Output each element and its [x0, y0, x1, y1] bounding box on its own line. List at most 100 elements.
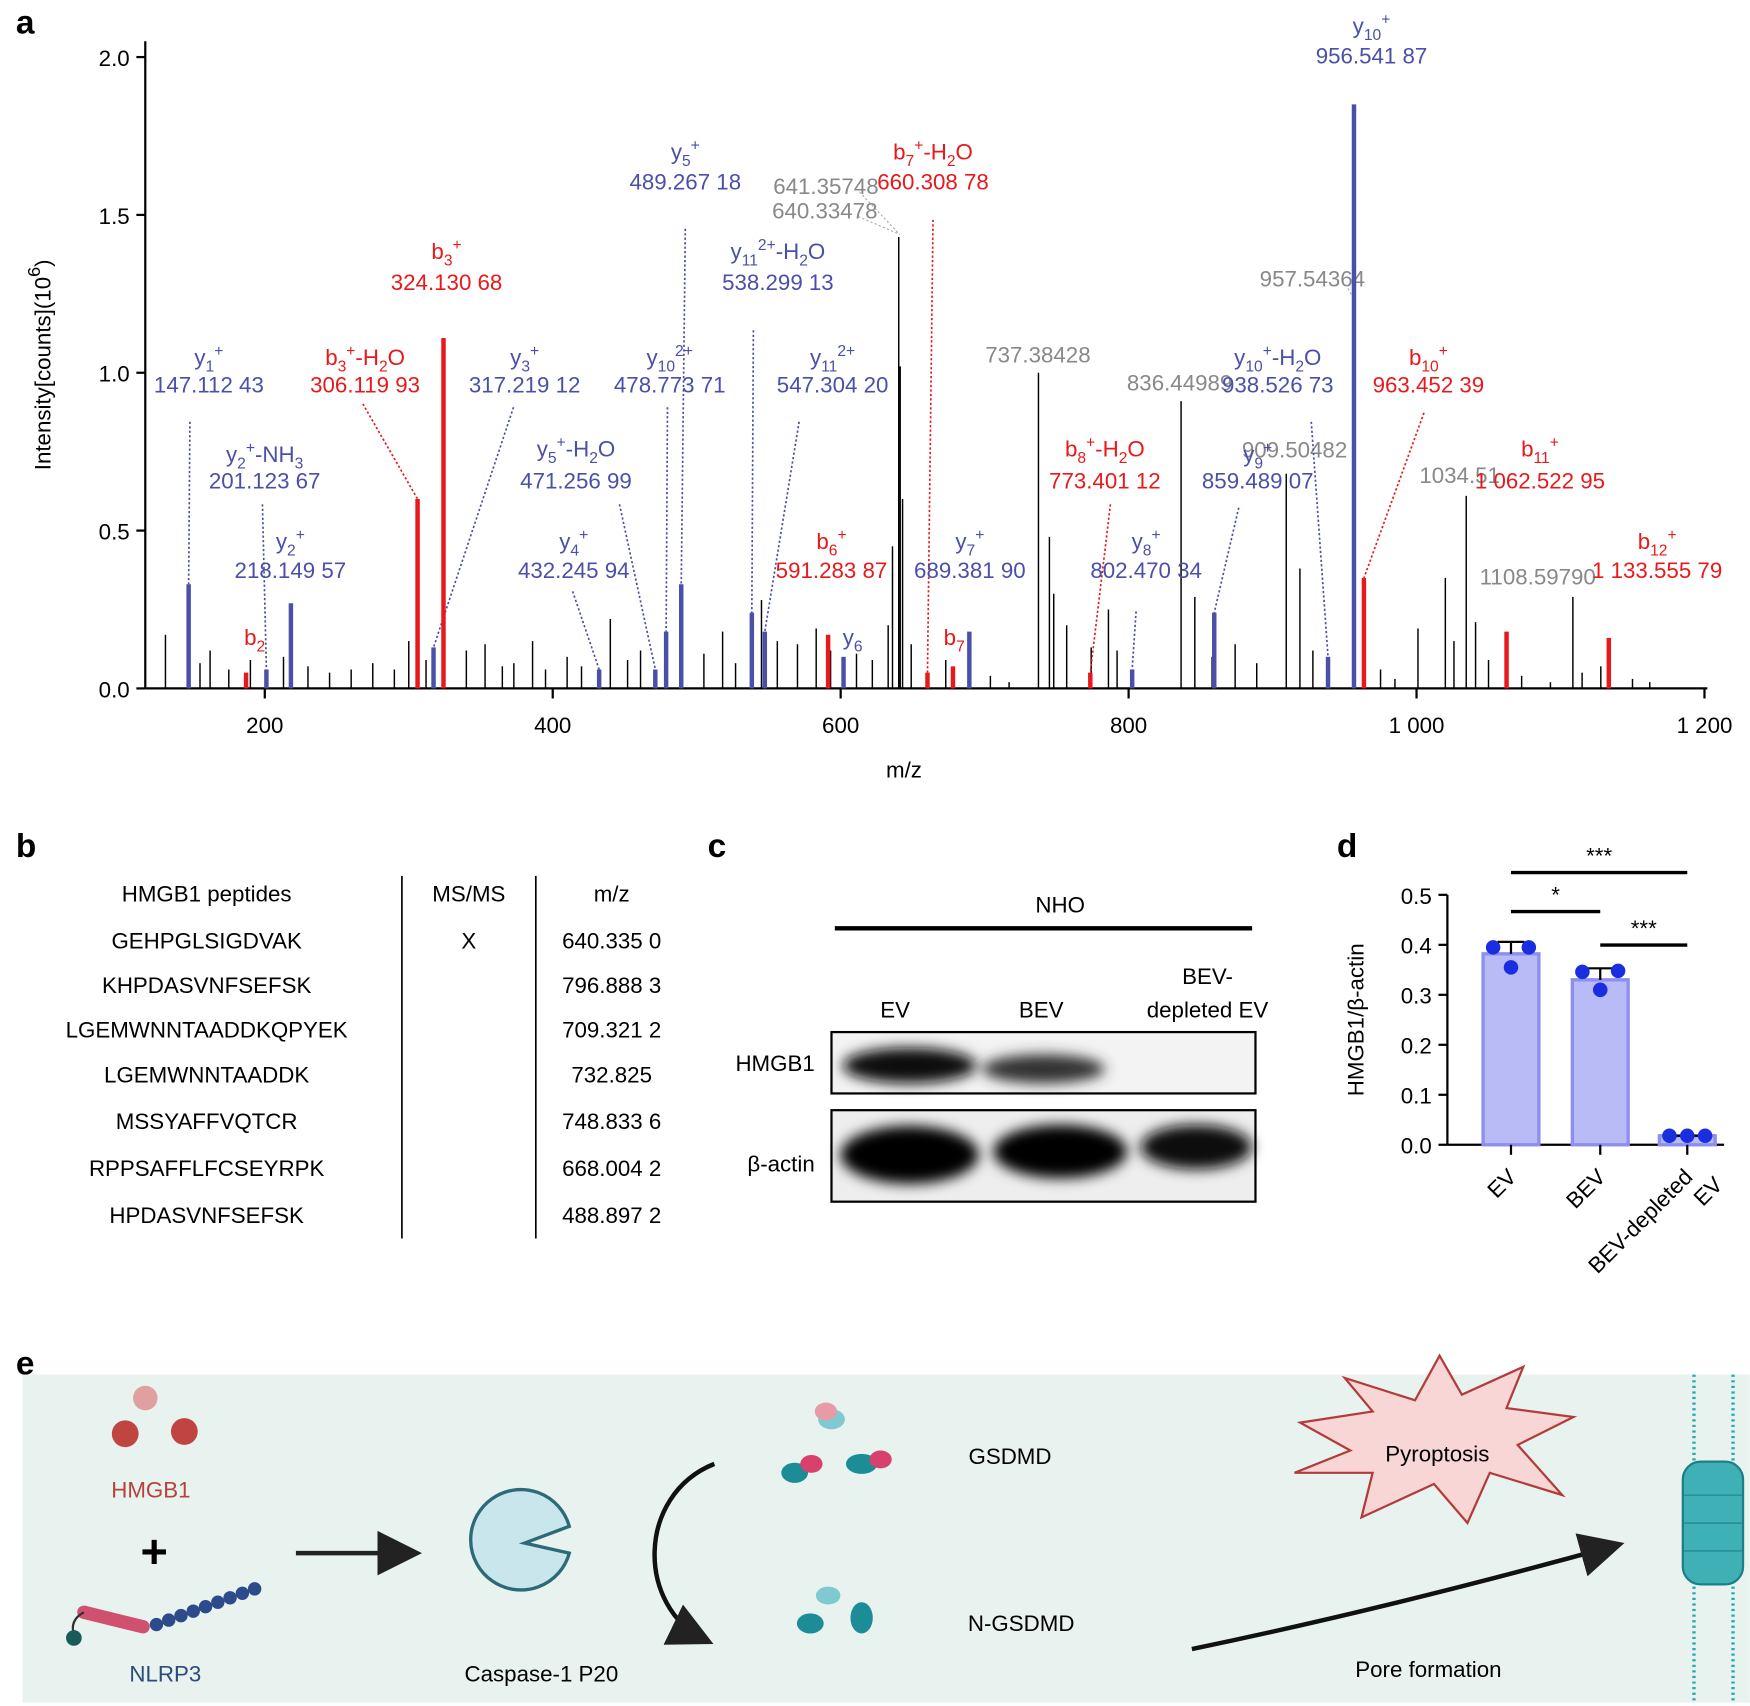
x-tick-label: 1 000 — [1389, 713, 1445, 738]
label-part: 2 — [256, 639, 265, 656]
pathway-diagram: HMGB1 + NLRP3 Caspase-1 P20 GSDMD N-GSDM… — [22, 1353, 1750, 1703]
label-part: + — [214, 343, 223, 360]
diagram-label: HMGB1 — [111, 1477, 190, 1502]
ion-label: y8+ — [1132, 527, 1161, 560]
label-part: b — [244, 625, 256, 650]
leader-line — [362, 403, 419, 500]
label-part: 3 — [521, 359, 530, 376]
ion-mz: 306.119 93 — [310, 373, 420, 398]
ion-label: b2 — [244, 625, 265, 656]
y-tick-label: 0.1 — [1401, 1084, 1432, 1109]
ion-mz: 963.452 39 — [1373, 373, 1485, 398]
leader-line — [665, 407, 669, 632]
label-part: + — [1263, 343, 1272, 360]
label-part: 8 — [1077, 450, 1086, 467]
ion-mz: 956.541 87 — [1316, 44, 1428, 69]
y-tick-label: 2.0 — [99, 46, 130, 71]
label-part: 10 — [658, 359, 676, 376]
label-part: + — [1439, 343, 1448, 360]
leader-line — [1213, 507, 1240, 613]
hmgb1-icon — [111, 1420, 139, 1448]
band — [993, 1124, 1128, 1179]
ion-label: b11+ — [1521, 434, 1559, 467]
label-part: 2+ — [758, 237, 776, 254]
label-part: + — [1667, 527, 1676, 544]
panel-label: a — [16, 4, 35, 41]
peak-label: 641.35748 — [773, 174, 878, 199]
label-part: 9 — [1254, 456, 1263, 473]
y-tick-label: 0.2 — [1401, 1034, 1432, 1059]
table-cell: 488.897 2 — [562, 1203, 661, 1228]
label-part: 10 — [1421, 359, 1439, 376]
label-part: + — [975, 527, 984, 544]
ion-label: y6 — [843, 625, 863, 656]
plus-sign: + — [141, 1526, 168, 1578]
data-point — [1521, 940, 1537, 955]
label-part: O — [808, 239, 825, 264]
x-axis-label: m/z — [886, 758, 922, 783]
y-tick-label: 0.0 — [99, 677, 130, 702]
x-tick-label: 600 — [822, 713, 859, 738]
ion-mz: 859.489 07 — [1202, 469, 1314, 494]
label-line: BEV- — [1182, 964, 1233, 989]
label-part: 6 — [24, 267, 44, 277]
data-point — [1485, 940, 1501, 955]
label-part: 3 — [444, 253, 453, 270]
y-tick-label: 0.3 — [1401, 984, 1432, 1009]
ion-label: y1+ — [194, 343, 223, 376]
label-part: y — [671, 140, 683, 165]
diagram-label: Caspase-1 P20 — [465, 1661, 619, 1686]
ion-label: b12+ — [1638, 527, 1677, 560]
arrow — [1191, 1533, 1625, 1652]
ion-mz: 317.219 12 — [469, 373, 581, 398]
table-cell: LGEMWNNTAADDK — [104, 1062, 309, 1087]
peak-label: 836.44989 — [1127, 371, 1232, 396]
label-part: y — [1353, 13, 1365, 38]
label-part: 2 — [589, 450, 598, 467]
lane-label: BEV-depleted EV — [1147, 964, 1269, 1022]
ion-mz: 489.267 18 — [630, 170, 742, 195]
y-tick-label: 0.5 — [99, 520, 130, 545]
x-tick-label: 200 — [246, 713, 283, 738]
band — [1140, 1124, 1253, 1170]
label-part: 3 — [338, 359, 347, 376]
pyroptosis-burst — [1294, 1353, 1578, 1526]
label-part: 2+ — [837, 343, 855, 360]
label-part: + — [453, 237, 462, 254]
x-tick-label: BEV — [1561, 1164, 1610, 1213]
label-part: + — [557, 434, 566, 451]
label-line: BEV — [1561, 1164, 1610, 1213]
ion-label: y9+ — [1243, 440, 1272, 473]
ion-mz: 201.123 67 — [209, 469, 321, 494]
label-part: 6 — [829, 543, 838, 560]
data-point — [1680, 1128, 1695, 1144]
label-part: b — [893, 140, 905, 165]
error-bar — [1586, 967, 1614, 980]
table-cell: RPPSAFFLFCSEYRPK — [89, 1156, 325, 1181]
leader-line — [571, 591, 600, 670]
y-tick-label: 0.0 — [1401, 1134, 1432, 1159]
label-part: 2 — [1295, 359, 1304, 376]
ion-mz: 147.112 43 — [154, 373, 264, 398]
panel-label: c — [708, 828, 727, 865]
ion-mz: 773.401 12 — [1049, 469, 1161, 494]
label-part: -H — [566, 436, 590, 461]
ion-label: y10+-H2O — [1234, 343, 1321, 376]
nlrp3-beads — [149, 1582, 262, 1632]
table-cell: 732.825 — [571, 1062, 652, 1087]
label-part: + — [296, 527, 305, 544]
label-part: ) — [30, 259, 55, 266]
label-part: 5 — [548, 450, 557, 467]
label-part: y — [1234, 345, 1246, 370]
table-cell: 796.888 3 — [562, 973, 661, 998]
ion-mz: 538.299 13 — [722, 270, 834, 295]
ion-label: b8+-H2O — [1065, 434, 1145, 467]
ion-label: y102+ — [647, 343, 693, 376]
table-cell: 709.321 2 — [562, 1018, 661, 1043]
ion-label: y10+ — [1353, 12, 1391, 45]
diagram-label: NLRP3 — [129, 1661, 201, 1686]
nlrp3-icon — [77, 1605, 150, 1634]
leader-line — [680, 228, 687, 585]
label-part: + — [579, 527, 588, 544]
label-part: -H — [923, 140, 947, 165]
